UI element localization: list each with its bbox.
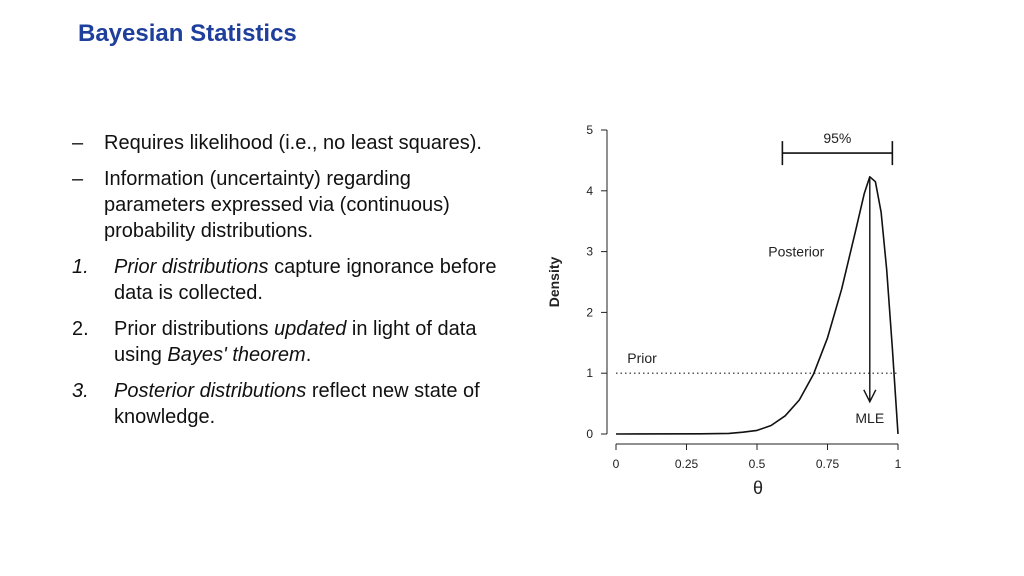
- bullet-text: Information (uncertainty) regarding para…: [104, 166, 502, 244]
- interval-label: 95%: [823, 130, 851, 146]
- bullet-text-segment: Prior distributions: [114, 318, 275, 340]
- bullet-marker: 1.: [72, 256, 89, 278]
- posterior-label: Posterior: [768, 244, 824, 260]
- y-tick-label: 5: [586, 123, 593, 137]
- x-tick-label: 0.75: [816, 457, 840, 471]
- x-tick-label: 1: [895, 457, 902, 471]
- x-tick-label: 0.25: [675, 457, 699, 471]
- bullet-text-segment: in light of data using: [114, 318, 477, 366]
- bullet-text: Prior distributions updated in light of …: [114, 316, 502, 368]
- emphasis-text: updated: [274, 318, 347, 340]
- prior-label: Prior: [627, 350, 657, 366]
- x-tick-label: 0.5: [749, 457, 766, 471]
- bullet-marker: –: [72, 132, 84, 154]
- y-tick-label: 3: [586, 245, 593, 259]
- bullet-list: – Requires likelihood (i.e., no least squ…: [72, 130, 502, 440]
- bullet-text-segment: Information (uncertainty) regarding para…: [104, 168, 450, 242]
- bullet-text: Prior distributions capture ignorance be…: [114, 254, 502, 306]
- bullet-marker: –: [72, 168, 84, 190]
- emphasis-text: Posterior distributions: [114, 380, 307, 402]
- posterior-density-chart: 0 1 2 3 4 5 0 0.25 0.5 0.75 1 θ Density Prior Posterio…: [546, 123, 902, 498]
- posterior-curve: [615, 176, 899, 435]
- mle-arrow-head: [863, 389, 877, 404]
- y-tick-label: 1: [586, 366, 593, 380]
- bullet-text-segment: reflect new state of knowledge.: [114, 380, 480, 428]
- y-tick-label: 0: [586, 427, 593, 441]
- emphasis-text: Prior distributions: [114, 256, 269, 278]
- bullet-marker: 3.: [72, 380, 89, 402]
- slide-title: Bayesian Statistics: [78, 20, 297, 47]
- bullet-text-segment: capture ignorance before data is collect…: [114, 256, 497, 304]
- x-axis-label: θ: [753, 478, 763, 498]
- bullet-text: Requires likelihood (i.e., no least squa…: [104, 130, 482, 156]
- y-tick-label: 4: [586, 184, 593, 198]
- bullet-text-segment: .: [305, 344, 312, 366]
- bullet-item: 2. Prior distributions updated in light o…: [72, 316, 502, 368]
- bullet-item: 1. Prior distributions capture ignorance …: [72, 254, 502, 306]
- bullet-item: – Information (uncertainty) regarding par…: [72, 166, 502, 244]
- bullet-text: Posterior distributions reflect new stat…: [114, 378, 502, 430]
- y-tick-label: 2: [586, 305, 593, 319]
- x-tick-label: 0: [613, 457, 620, 471]
- bullet-item: – Requires likelihood (i.e., no least squ…: [72, 130, 502, 156]
- emphasis-text: Bayes' theorem: [167, 344, 306, 366]
- mle-label: MLE: [855, 410, 884, 426]
- bullet-text-segment: Requires likelihood (i.e., no least squa…: [104, 132, 482, 154]
- bullet-item: 3. Posterior distributions reflect new st…: [72, 378, 502, 430]
- y-axis-label: Density: [546, 257, 562, 308]
- bullet-marker: 2.: [72, 318, 89, 340]
